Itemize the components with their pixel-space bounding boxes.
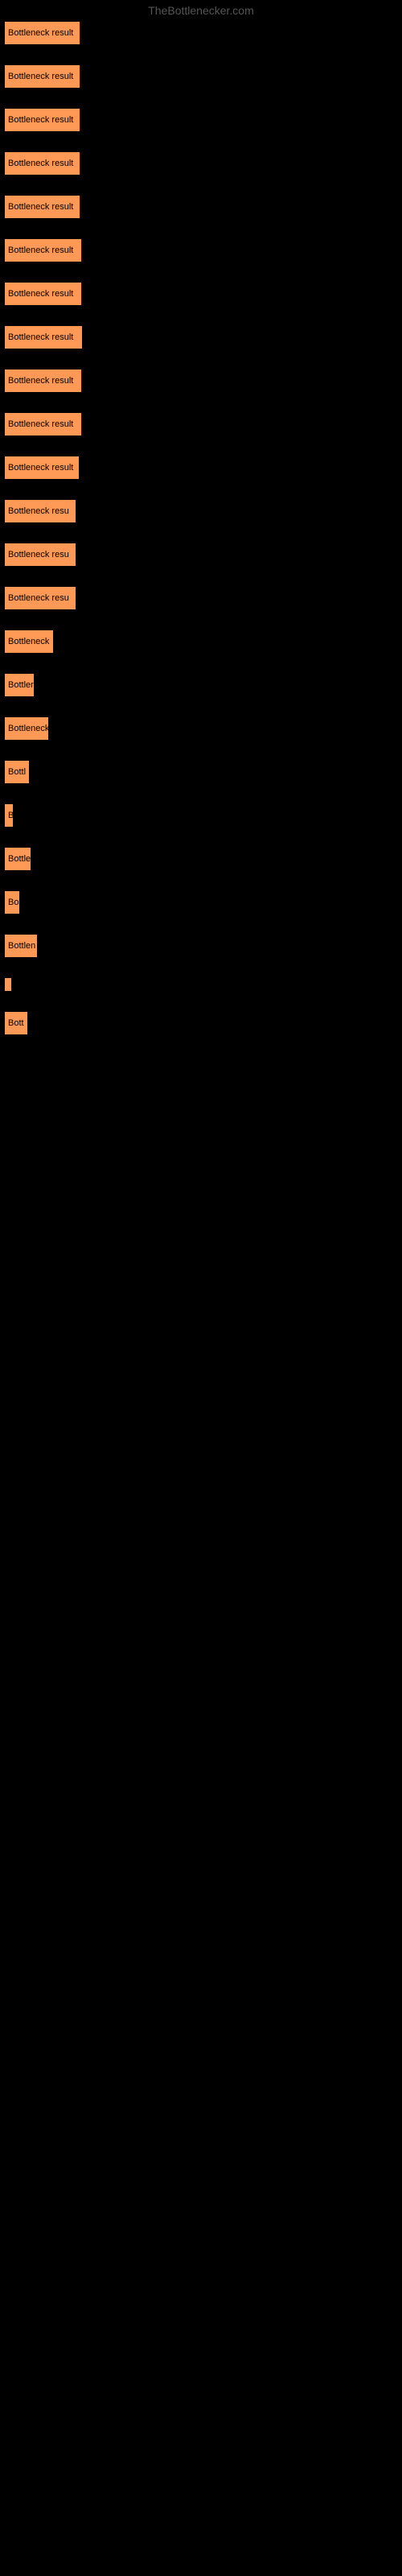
chart-bar: Bottleneck result bbox=[4, 151, 80, 175]
chart-bar: Bottleneck bbox=[4, 630, 54, 654]
watermark-text: TheBottlenecker.com bbox=[0, 0, 402, 21]
chart-bar: Bottleneck resu bbox=[4, 499, 76, 523]
chart-bar: Bottleneck bbox=[4, 716, 49, 741]
chart-bar: Bottleneck result bbox=[4, 456, 80, 480]
chart-bar: B bbox=[4, 803, 14, 828]
chart-bar: Bott bbox=[4, 1011, 28, 1035]
chart-bar: Bottleneck result bbox=[4, 64, 80, 89]
chart-bar: Bottleneck result bbox=[4, 412, 82, 436]
chart-bar: Bo bbox=[4, 890, 20, 914]
chart-bar: Bottleneck resu bbox=[4, 586, 76, 610]
chart-bar: Bottler bbox=[4, 673, 35, 697]
chart-bar: Bottleneck result bbox=[4, 238, 82, 262]
bar-chart-container: Bottleneck result Bottleneck result Bottle… bbox=[0, 21, 402, 1035]
chart-bar: Bottlen bbox=[4, 934, 38, 958]
chart-bar: Bottleneck result bbox=[4, 325, 83, 349]
chart-bar: Bottleneck result bbox=[4, 21, 80, 45]
chart-bar: Bottl bbox=[4, 760, 30, 784]
chart-bar: Bottleneck resu bbox=[4, 543, 76, 567]
chart-bar bbox=[4, 977, 12, 992]
chart-bar: Bottle bbox=[4, 847, 31, 871]
chart-bar: Bottleneck result bbox=[4, 282, 82, 306]
chart-bar: Bottleneck result bbox=[4, 195, 80, 219]
chart-bar: Bottleneck result bbox=[4, 369, 82, 393]
chart-bar: Bottleneck result bbox=[4, 108, 80, 132]
